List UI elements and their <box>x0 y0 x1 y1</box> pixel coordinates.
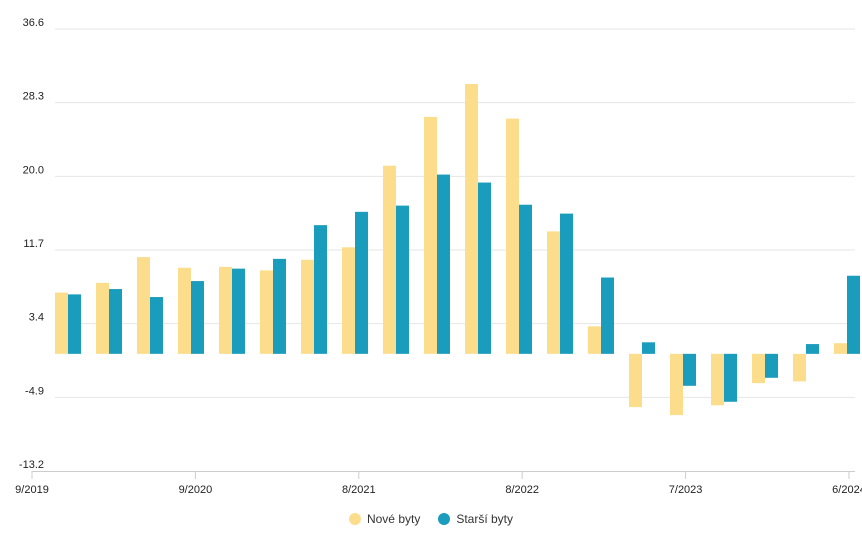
bar-starsi-byty[interactable] <box>519 204 532 354</box>
x-tick-labels: 9/2019 9/2020 8/2021 8/2022 7/2023 6/2024 <box>15 484 862 496</box>
bar-starsi-byty[interactable] <box>150 297 163 354</box>
legend-item-starsi-byty[interactable]: Starší byty <box>438 512 513 526</box>
bar-starsi-byty[interactable] <box>478 182 491 354</box>
y-tick-label: 11.7 <box>23 238 44 250</box>
bar-nove-byty[interactable] <box>793 353 806 382</box>
legend-label-starsi-byty: Starší byty <box>456 512 514 526</box>
legend-label-nove-byty: Nové byty <box>366 512 421 526</box>
bar-nove-byty[interactable] <box>465 84 478 354</box>
bar-starsi-byty[interactable] <box>68 294 81 354</box>
bar-nove-byty[interactable] <box>424 116 437 354</box>
bar-nove-byty[interactable] <box>178 267 191 354</box>
axes <box>31 471 855 479</box>
bar-nove-byty[interactable] <box>219 266 232 354</box>
x-tick-label: 9/2019 <box>15 484 49 496</box>
x-tick-label: 6/2024 <box>832 484 862 496</box>
y-tick-label: -4.9 <box>25 385 44 397</box>
grid-lines <box>55 28 855 398</box>
bar-nove-byty[interactable] <box>383 165 396 354</box>
bar-starsi-byty[interactable] <box>560 213 573 354</box>
bar-starsi-byty[interactable] <box>601 277 614 354</box>
bar-starsi-byty[interactable] <box>847 275 860 354</box>
y-tick-label: 28.3 <box>23 91 44 103</box>
x-tick-label: 7/2023 <box>669 484 703 496</box>
bar-starsi-byty[interactable] <box>806 344 819 354</box>
bar-nove-byty[interactable] <box>670 353 683 416</box>
bar-starsi-byty[interactable] <box>683 353 696 386</box>
bar-starsi-byty[interactable] <box>642 342 655 354</box>
y-tick-label: -13.2 <box>19 459 44 471</box>
bar-starsi-byty[interactable] <box>109 289 122 354</box>
bar-nove-byty[interactable] <box>834 343 847 354</box>
y-tick-label: 3.4 <box>29 312 44 324</box>
y-tick-labels: 36.6 28.3 20.0 11.7 3.4 -4.9 -13.2 <box>19 17 44 471</box>
x-tick-label: 8/2022 <box>505 484 539 496</box>
bar-nove-byty[interactable] <box>260 270 273 354</box>
legend-swatch-nove-byty <box>348 513 361 525</box>
bar-nove-byty[interactable] <box>342 247 355 354</box>
bar-starsi-byty[interactable] <box>355 211 368 354</box>
bars <box>55 84 860 416</box>
bar-nove-byty[interactable] <box>96 282 109 354</box>
bar-nove-byty[interactable] <box>547 231 560 354</box>
bar-starsi-byty[interactable] <box>191 281 204 354</box>
bar-nove-byty[interactable] <box>55 292 68 354</box>
bar-starsi-byty[interactable] <box>437 174 450 354</box>
bar-nove-byty[interactable] <box>301 259 314 354</box>
bar-starsi-byty[interactable] <box>396 205 409 354</box>
bar-nove-byty[interactable] <box>588 326 601 354</box>
x-tick-label: 9/2020 <box>179 484 213 496</box>
bar-starsi-byty[interactable] <box>273 258 286 354</box>
bar-nove-byty[interactable] <box>752 353 765 384</box>
bar-nove-byty[interactable] <box>629 353 642 408</box>
bar-starsi-byty[interactable] <box>314 225 327 354</box>
bar-nove-byty[interactable] <box>711 353 724 406</box>
legend: Nové byty Starší byty <box>0 512 862 526</box>
legend-item-nove-byty[interactable]: Nové byty <box>348 512 421 526</box>
bar-starsi-byty[interactable] <box>765 353 778 378</box>
x-tick-label: 8/2021 <box>342 484 376 496</box>
y-tick-label: 36.6 <box>23 17 44 29</box>
bar-starsi-byty[interactable] <box>232 268 245 354</box>
y-tick-label: 20.0 <box>23 164 44 176</box>
bar-starsi-byty[interactable] <box>724 353 737 402</box>
legend-swatch-starsi-byty <box>438 513 451 525</box>
bar-nove-byty[interactable] <box>137 257 150 354</box>
bar-nove-byty[interactable] <box>506 118 519 354</box>
